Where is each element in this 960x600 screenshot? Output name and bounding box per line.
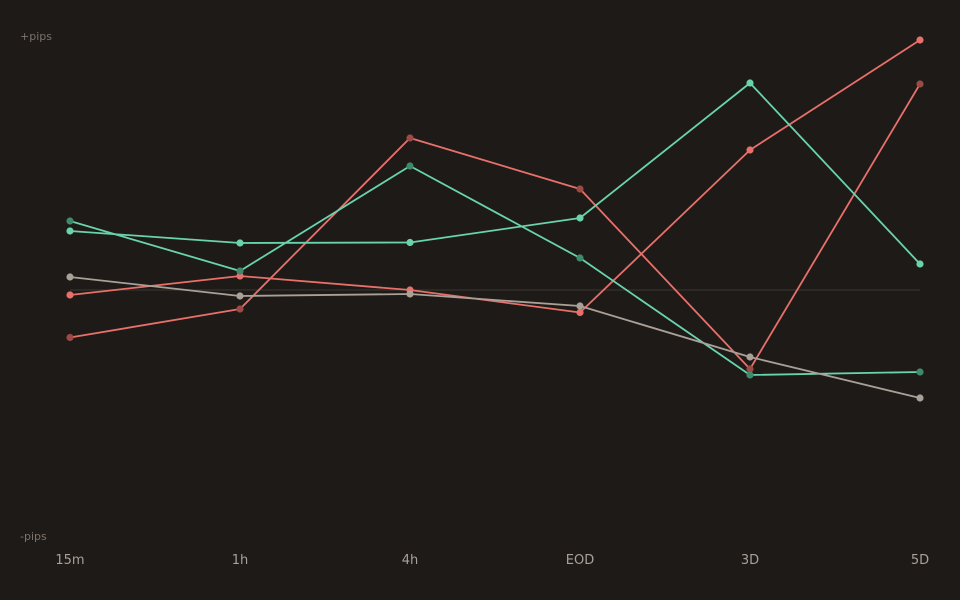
x-tick-label: 4h [402, 553, 419, 568]
series-line-1 [69, 39, 921, 314]
series-3-point-15m [66, 227, 74, 235]
x-tick-label: 1h [232, 553, 249, 568]
series-5-point-EOD [576, 302, 584, 310]
series-5-point-5D [916, 394, 924, 402]
series-4-point-15m [66, 217, 74, 225]
series-1-point-3D [746, 146, 754, 154]
series-3-point-3D [746, 79, 754, 87]
series-5-point-15m [66, 273, 74, 281]
y-axis-top-label: +pips [20, 30, 52, 43]
x-tick-label: 15m [55, 553, 84, 568]
series-3-point-4h [406, 238, 414, 247]
series-1-point-15m [66, 291, 74, 299]
series-3-point-5D [916, 260, 924, 268]
series-2-point-15m [66, 333, 74, 342]
series-4-point-3D [746, 371, 754, 379]
series-4-point-4h [406, 162, 414, 170]
series-line-3 [69, 82, 921, 265]
series-3-point-1h [236, 239, 244, 247]
series-2-point-5D [916, 80, 924, 88]
series-4-point-EOD [576, 254, 584, 262]
series-line-4 [69, 165, 921, 376]
series-5-point-4h [406, 290, 414, 298]
y-axis-bottom-label: -pips [20, 530, 47, 543]
x-tick-label: 5D [911, 553, 929, 568]
series-2-point-4h [406, 134, 414, 142]
series-line-5 [69, 276, 921, 399]
series-4-point-1h [236, 267, 244, 275]
x-tick-label: 3D [741, 553, 759, 568]
x-tick-label: EOD [566, 553, 594, 568]
series-1-point-1h [236, 272, 244, 280]
series-1-point-EOD [576, 308, 584, 317]
series-4-point-5D [916, 368, 924, 376]
series-1-point-5D [916, 36, 924, 44]
series-2-point-3D [746, 365, 754, 373]
series-line-2 [69, 83, 921, 370]
series-2-point-EOD [576, 185, 584, 193]
series-5-point-1h [236, 292, 244, 300]
series-5-point-3D [746, 353, 754, 361]
series-2-point-1h [236, 305, 244, 313]
series-3-point-EOD [576, 214, 584, 222]
